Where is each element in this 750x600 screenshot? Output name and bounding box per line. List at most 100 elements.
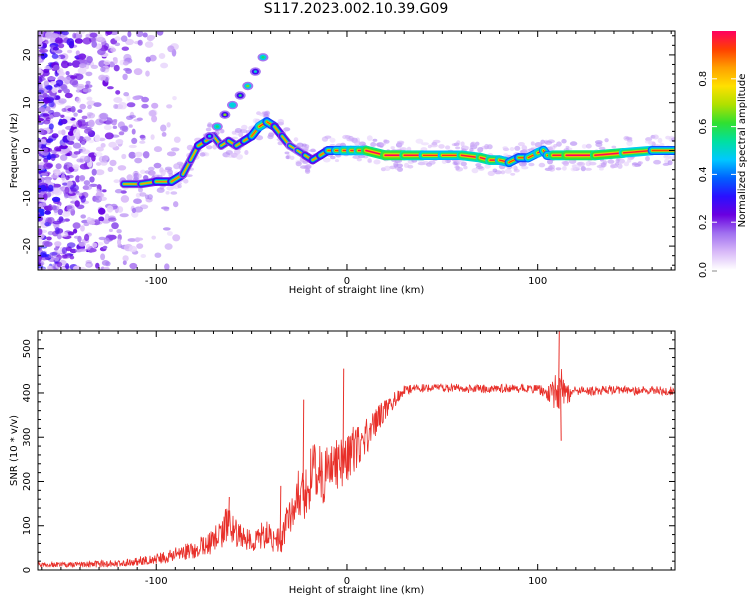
noise-speck [164, 243, 173, 250]
noise-speck [58, 98, 67, 104]
noise-speck [61, 247, 67, 255]
noise-speck [138, 187, 143, 193]
noise-speck [137, 173, 142, 179]
noise-speck [55, 163, 62, 170]
noise-speck [91, 168, 97, 176]
noise-speck [63, 88, 70, 94]
noise-speck [62, 182, 69, 186]
noise-speck [95, 118, 104, 126]
spectrogram-y-tick-label: 0 [22, 147, 33, 153]
noise-speck [48, 254, 54, 259]
noise-speck [367, 158, 372, 163]
noise-speck [397, 142, 404, 146]
noise-speck [166, 151, 177, 157]
noise-speck [72, 142, 82, 149]
noise-speck [144, 194, 150, 200]
noise-speck [56, 261, 63, 268]
noise-speck [39, 184, 47, 192]
noise-speck [65, 175, 70, 181]
noise-speck [330, 155, 336, 160]
noise-speck [492, 168, 498, 173]
noise-speck [154, 252, 162, 258]
noise-speck [177, 184, 182, 189]
noise-speck [484, 143, 490, 150]
noise-speck [126, 102, 136, 108]
snr-y-tick-label: 100 [22, 516, 33, 535]
noise-speck [43, 193, 48, 201]
noise-speck [86, 96, 93, 101]
noise-speck [103, 124, 112, 131]
noise-speck [544, 140, 553, 145]
noise-speck [119, 213, 129, 218]
spectrogram-x-axis-label: Height of straight line (km) [289, 285, 425, 296]
noise-speck [78, 248, 87, 252]
noise-speck [170, 147, 180, 152]
noise-speck [66, 38, 75, 46]
snr-spike [560, 388, 562, 441]
noise-speck [60, 232, 69, 237]
noise-speck [38, 141, 42, 149]
noise-speck [129, 262, 138, 270]
noise-speck [38, 100, 45, 107]
noise-speck [38, 228, 43, 236]
noise-speck [73, 151, 81, 155]
noise-speck [115, 90, 121, 95]
noise-speck [540, 139, 545, 144]
noise-speck [164, 166, 173, 171]
noise-speck [60, 60, 70, 69]
noise-speck [105, 261, 111, 267]
noise-speck [233, 149, 241, 155]
noise-speck [52, 46, 59, 51]
noise-speck [44, 188, 54, 192]
noise-speck [626, 140, 633, 146]
noise-speck [113, 57, 118, 65]
noise-speck [462, 146, 470, 149]
noise-speck [96, 162, 102, 166]
noise-speck [581, 144, 587, 149]
noise-speck [51, 87, 57, 94]
noise-speck [614, 162, 620, 166]
noise-speck [161, 132, 167, 137]
noise-speck [56, 233, 62, 240]
snr-series-line [38, 368, 675, 569]
noise-speck [427, 144, 432, 149]
noise-speck [565, 145, 570, 149]
noise-speck [57, 208, 64, 216]
noise-speck [79, 103, 86, 110]
noise-speck [114, 36, 121, 41]
noise-speck [153, 162, 162, 169]
snr-y-tick-label: 300 [22, 428, 33, 447]
noise-speck [151, 235, 156, 240]
noise-speck [38, 203, 43, 208]
noise-speck [334, 159, 340, 163]
noise-speck [104, 132, 114, 140]
noise-speck [136, 31, 144, 38]
noise-speck [346, 138, 354, 142]
noise-speck [66, 204, 75, 212]
noise-speck [60, 266, 67, 270]
noise-speck [329, 137, 336, 143]
noise-speck [139, 140, 146, 144]
noise-speck [145, 56, 151, 63]
noise-speck [153, 146, 163, 153]
noise-speck [234, 128, 242, 133]
noise-speck [98, 236, 106, 241]
noise-speck [475, 141, 480, 146]
noise-speck [95, 146, 104, 152]
noise-speck [55, 79, 64, 87]
noise-speck [670, 137, 675, 143]
noise-speck [134, 206, 144, 213]
noise-speck [73, 112, 78, 117]
noise-speck [617, 163, 623, 169]
snr-spike [342, 368, 345, 459]
noise-speck [38, 149, 43, 154]
noise-speck [627, 158, 632, 163]
spectrogram-x-tick-label: -100 [145, 276, 168, 287]
noise-speck [102, 189, 107, 193]
noise-speck [54, 241, 62, 247]
colorbar-tick-label: 0.6 [698, 119, 709, 135]
noise-speck [500, 170, 506, 175]
noise-speck [122, 61, 129, 66]
noise-speck [370, 142, 377, 147]
noise-speck [97, 48, 106, 56]
